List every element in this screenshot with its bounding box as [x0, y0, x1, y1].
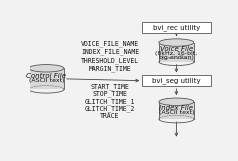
Polygon shape [159, 43, 194, 62]
Polygon shape [159, 102, 194, 119]
Text: Voice File: Voice File [160, 46, 193, 52]
Ellipse shape [29, 65, 64, 72]
Ellipse shape [159, 98, 194, 105]
Text: TRACE: TRACE [100, 113, 120, 119]
Text: GLITCH_TIME_2: GLITCH_TIME_2 [85, 105, 135, 112]
Polygon shape [29, 68, 64, 89]
FancyBboxPatch shape [142, 22, 211, 33]
Text: START_TIME: START_TIME [91, 84, 129, 90]
Text: bvi_rec utility: bvi_rec utility [153, 24, 200, 31]
Text: THRESHOLD_LEVEL: THRESHOLD_LEVEL [81, 57, 139, 64]
Text: INDEX_FILE_NAME: INDEX_FILE_NAME [81, 49, 139, 56]
Text: (ASCII text): (ASCII text) [159, 110, 194, 115]
Text: Control File: Control File [26, 73, 66, 79]
Text: (8kHz, 16-bit,: (8kHz, 16-bit, [155, 51, 198, 56]
Text: big-endian): big-endian) [159, 55, 194, 60]
Text: Index File: Index File [159, 105, 193, 111]
Text: STOP_TIME: STOP_TIME [93, 91, 127, 97]
FancyBboxPatch shape [142, 75, 211, 86]
Text: (ASCII text): (ASCII text) [29, 78, 64, 83]
Text: GLITCH_TIME_1: GLITCH_TIME_1 [85, 98, 135, 105]
Text: VOICE_FILE_NAME: VOICE_FILE_NAME [81, 41, 139, 47]
Text: MARGIN_TIME: MARGIN_TIME [89, 65, 131, 72]
Ellipse shape [159, 39, 194, 46]
Text: bvi_seg utility: bvi_seg utility [152, 77, 201, 84]
